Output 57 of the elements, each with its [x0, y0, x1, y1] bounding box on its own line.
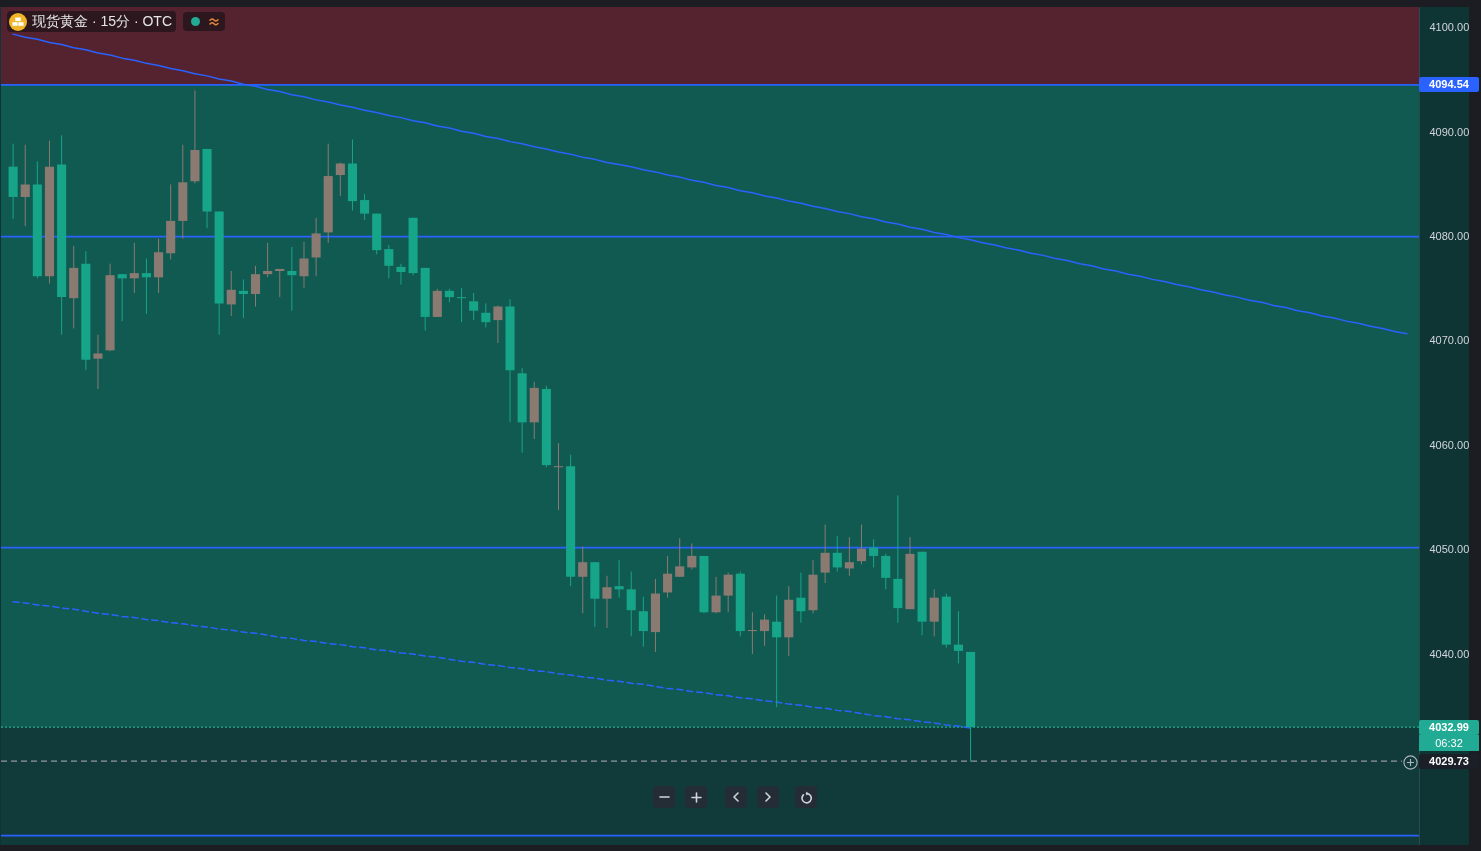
y-tick-label: 4040.00	[1429, 647, 1470, 660]
candlestick	[129, 242, 139, 294]
candlestick	[711, 576, 721, 614]
candlestick	[287, 246, 297, 312]
candlestick	[638, 596, 648, 648]
candlestick	[832, 535, 842, 573]
candlestick	[747, 611, 757, 655]
candlestick	[263, 242, 273, 278]
candlestick	[675, 537, 685, 578]
candlestick	[844, 536, 854, 577]
candlestick	[335, 161, 345, 197]
ref-line-label: 4032.99	[1419, 719, 1479, 735]
y-tick-label: 4080.00	[1429, 230, 1470, 243]
candlestick	[141, 258, 151, 315]
candlestick	[723, 572, 733, 613]
y-tick-label: 4050.00	[1429, 543, 1470, 556]
ref-line-label: 4029.73	[1419, 753, 1479, 769]
y-tick-label: 4060.00	[1429, 438, 1470, 451]
candlestick	[881, 553, 891, 590]
y-tick-label: 4100.00	[1429, 21, 1470, 34]
text: 06:32	[1419, 734, 1479, 751]
candlestick	[929, 588, 939, 637]
candlestick	[457, 287, 467, 323]
candlestick	[469, 292, 479, 321]
candlestick	[578, 546, 588, 614]
candlestick	[820, 524, 830, 584]
candlestick	[856, 524, 867, 565]
candlestick	[493, 304, 503, 344]
candlestick	[226, 270, 236, 317]
candlestick	[275, 268, 285, 298]
candlestick	[553, 442, 564, 511]
candlestick	[772, 595, 782, 708]
candlestick	[626, 571, 636, 637]
candlestick	[20, 144, 30, 227]
candlestick	[953, 610, 963, 664]
candlestick	[93, 334, 103, 390]
candlestick	[687, 542, 697, 570]
candlestick	[869, 538, 879, 568]
candlestick	[602, 575, 612, 629]
line-series	[12, 601, 972, 729]
candlestick	[299, 241, 309, 289]
ref-line-label: 4094.54	[1419, 77, 1479, 93]
candlestick	[481, 302, 491, 328]
candlestick	[250, 265, 261, 308]
y-tick-label: 4090.00	[1429, 125, 1470, 138]
candlestick	[614, 559, 624, 599]
candlestick	[360, 193, 370, 221]
candlestick	[238, 278, 248, 319]
candlestick	[796, 572, 806, 624]
y-tick-label: 4070.00	[1429, 334, 1470, 347]
candlestick	[396, 263, 406, 286]
candlestick	[759, 613, 770, 647]
candlestick	[384, 244, 394, 279]
candlestick	[117, 273, 127, 322]
candlestick	[311, 217, 321, 277]
candlestick	[663, 555, 673, 599]
chart-title: 现货黄金 · 15分 · OTC	[32, 12, 173, 31]
